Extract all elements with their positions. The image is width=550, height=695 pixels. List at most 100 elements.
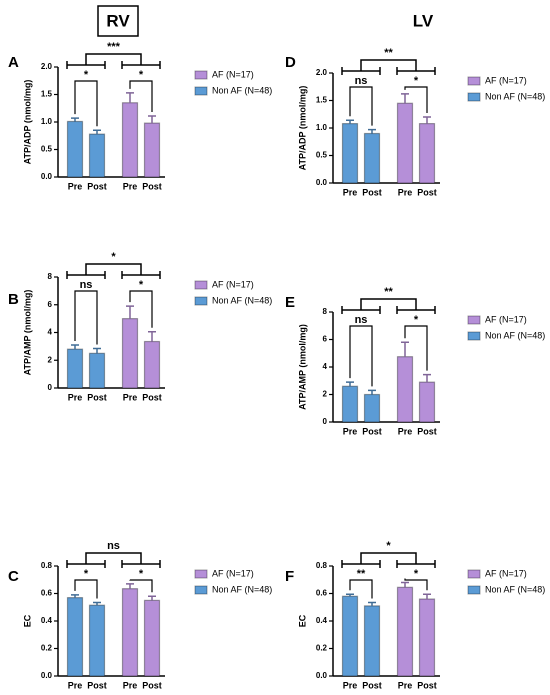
- legend-label: AF (N=17): [212, 568, 254, 578]
- y-tick-label: 0.6: [316, 589, 328, 598]
- x-tick-label: Pre: [68, 392, 83, 402]
- y-axis-label: ATP/ADP (nmol/mg): [297, 86, 307, 171]
- bar: [396, 102, 414, 184]
- y-tick-label: 1.0: [316, 123, 328, 132]
- significance-label: ns: [355, 75, 368, 87]
- significance-bracket: [349, 325, 373, 387]
- significance-label: **: [357, 568, 366, 580]
- legend-label: AF (N=17): [485, 314, 527, 324]
- y-tick-label: 0.2: [41, 644, 53, 653]
- legend-swatch: [467, 315, 481, 325]
- bar: [88, 604, 106, 677]
- error-bar: [423, 593, 431, 599]
- significance-bracket: [74, 290, 98, 345]
- significance-label: *: [414, 568, 419, 580]
- significance-bracket: [129, 579, 153, 593]
- y-tick-label: 0.5: [41, 145, 53, 154]
- legend-swatch: [467, 76, 481, 86]
- error-bar: [126, 583, 134, 589]
- significance-label: ns: [107, 540, 120, 552]
- x-tick-label: Pre: [68, 181, 83, 191]
- error-bar: [401, 341, 409, 357]
- column-header: LV: [413, 11, 434, 30]
- x-tick-label: Post: [362, 426, 382, 436]
- x-tick-label: Post: [142, 181, 162, 191]
- significance-label: ns: [355, 314, 368, 326]
- error-bar: [71, 117, 79, 122]
- legend-label: AF (N=17): [485, 568, 527, 578]
- legend-swatch: [467, 331, 481, 341]
- x-tick-label: Pre: [343, 187, 358, 197]
- bar: [121, 102, 139, 178]
- panel-label: A: [8, 54, 19, 71]
- bar: [363, 132, 381, 184]
- legend-swatch: [467, 585, 481, 595]
- significance-label: *: [139, 568, 144, 580]
- bar: [418, 598, 436, 677]
- legend-swatch: [194, 585, 208, 595]
- significance-bracket: [349, 579, 373, 599]
- legend-label: AF (N=17): [212, 279, 254, 289]
- x-tick-label: Pre: [68, 680, 83, 690]
- legend-swatch: [194, 280, 208, 290]
- significance-label: *: [84, 568, 89, 580]
- significance-bracket: [74, 80, 98, 127]
- error-bar: [93, 601, 101, 606]
- significance-bracket: [74, 579, 98, 599]
- x-tick-label: Pre: [343, 680, 358, 690]
- bar: [121, 588, 139, 677]
- y-tick-label: 0.6: [41, 589, 53, 598]
- error-bar: [71, 594, 79, 598]
- significance-bracket: [404, 578, 428, 591]
- y-tick-label: 1.0: [41, 117, 53, 126]
- legend-label: Non AF (N=48): [485, 584, 545, 594]
- bar: [396, 586, 414, 677]
- legend-swatch: [194, 569, 208, 579]
- legend-swatch: [467, 569, 481, 579]
- column-header: RV: [106, 11, 130, 30]
- bar: [363, 393, 381, 423]
- y-tick-label: 0.2: [316, 644, 328, 653]
- legend-swatch: [194, 70, 208, 80]
- panel-label: E: [285, 294, 295, 311]
- error-bar: [126, 305, 134, 319]
- panel-label: B: [8, 291, 19, 308]
- significance-label: ***: [107, 41, 121, 53]
- x-tick-label: Pre: [343, 426, 358, 436]
- error-bar: [346, 381, 354, 387]
- y-tick-label: 6: [323, 335, 328, 344]
- significance-bracket: [129, 80, 153, 112]
- header-box: [97, 5, 139, 37]
- bar: [418, 122, 436, 184]
- bar: [88, 352, 106, 389]
- y-axis-label: ATP/ADP (nmol/mg): [22, 80, 32, 165]
- y-tick-label: 0.0: [41, 172, 53, 181]
- x-tick-label: Post: [417, 426, 437, 436]
- significance-label: *: [386, 540, 391, 552]
- legend-label: Non AF (N=48): [212, 584, 272, 594]
- error-bar: [423, 373, 431, 383]
- significance-label: *: [139, 279, 144, 291]
- y-tick-label: 2: [323, 390, 328, 399]
- x-tick-label: Pre: [398, 426, 413, 436]
- bar: [88, 133, 106, 178]
- y-tick-label: 0.4: [41, 616, 53, 625]
- significance-label: **: [384, 47, 393, 59]
- y-tick-label: 0.0: [316, 178, 328, 187]
- bar: [341, 595, 359, 677]
- y-tick-label: 0: [323, 417, 328, 426]
- y-tick-label: 0: [48, 383, 53, 392]
- error-bar: [368, 389, 376, 395]
- y-tick-label: 2.0: [316, 68, 328, 77]
- y-axis-label: EC: [22, 614, 32, 627]
- error-bar: [148, 331, 156, 342]
- x-tick-label: Post: [87, 680, 107, 690]
- bar: [396, 356, 414, 423]
- significance-bracket: [404, 86, 428, 113]
- x-tick-label: Post: [142, 392, 162, 402]
- x-tick-label: Post: [87, 181, 107, 191]
- legend-label: Non AF (N=48): [485, 330, 545, 340]
- legend-label: AF (N=17): [212, 69, 254, 79]
- significance-bracket: [129, 290, 153, 328]
